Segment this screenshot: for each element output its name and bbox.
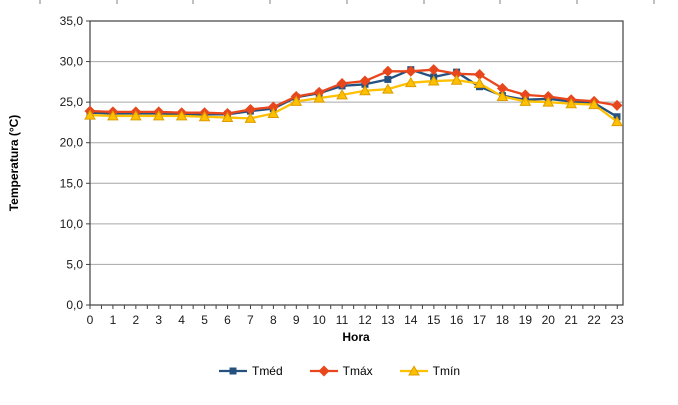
data-point-marker bbox=[267, 101, 279, 113]
x-tick-label: 10 bbox=[312, 313, 326, 327]
series-tmax bbox=[84, 64, 623, 120]
legend-item-tmax: Tmáx bbox=[309, 364, 373, 378]
data-point-marker bbox=[611, 99, 623, 111]
series-tmin bbox=[84, 74, 623, 127]
y-tick-label: 0,0 bbox=[66, 298, 83, 312]
data-point-marker bbox=[198, 110, 211, 122]
x-tick-label: 23 bbox=[610, 313, 624, 327]
data-point-marker bbox=[359, 75, 371, 87]
legend-marker bbox=[407, 365, 420, 376]
plot-area-border bbox=[89, 20, 624, 306]
data-point-marker bbox=[175, 110, 188, 121]
x-tick-label: 12 bbox=[358, 313, 372, 327]
data-point-marker bbox=[244, 112, 257, 123]
x-tick-label: 17 bbox=[473, 313, 487, 327]
data-point-marker bbox=[473, 77, 486, 88]
x-tick-label: 22 bbox=[587, 313, 601, 327]
x-tick-label: 8 bbox=[270, 313, 277, 327]
y-tick-label: 20,0 bbox=[60, 136, 84, 150]
x-tick-label: 18 bbox=[496, 313, 510, 327]
legend-item-tmin: Tmín bbox=[399, 364, 460, 378]
data-point-marker bbox=[519, 89, 531, 101]
plot-border bbox=[89, 20, 624, 306]
legend-marker-square-icon bbox=[218, 367, 247, 375]
legend-marker-diamond-icon bbox=[309, 365, 338, 377]
legend-marker-triangle-icon bbox=[399, 365, 428, 376]
x-tick-label: 0 bbox=[87, 313, 94, 327]
x-tick-label: 15 bbox=[427, 313, 441, 327]
x-tick-label: 3 bbox=[155, 313, 162, 327]
data-point-marker bbox=[267, 107, 280, 119]
axis-ticks bbox=[86, 20, 618, 309]
data-point-marker bbox=[313, 92, 325, 103]
data-point-marker bbox=[588, 98, 600, 110]
data-point-marker bbox=[427, 75, 440, 86]
y-tick-label: 25,0 bbox=[60, 95, 84, 109]
data-point-marker bbox=[244, 103, 256, 115]
x-tick-label: 2 bbox=[132, 313, 139, 327]
y-tick-label: 35,0 bbox=[60, 14, 84, 28]
data-point-marker bbox=[152, 110, 165, 121]
data-point-marker bbox=[382, 65, 394, 77]
x-tick-label: 4 bbox=[178, 313, 185, 327]
data-point-marker bbox=[611, 115, 623, 127]
data-point-marker bbox=[384, 75, 392, 83]
y-axis-title: Temperatura (°C) bbox=[7, 115, 21, 212]
data-point-marker bbox=[496, 90, 509, 101]
legend-label: Tméd bbox=[251, 364, 283, 378]
x-tick-label: 16 bbox=[450, 313, 464, 327]
chart-legend: Tméd Tmáx Tmín bbox=[0, 360, 678, 382]
x-tick-label: 19 bbox=[519, 313, 533, 327]
y-axis-tick-labels: 0,0 5,0 10,0 15,0 20,0 25,0 30,0 35,0 bbox=[60, 14, 84, 312]
top-ruler-ticks bbox=[39, 0, 655, 4]
data-point-marker bbox=[519, 95, 532, 106]
data-point-marker bbox=[290, 95, 303, 106]
y-tick-label: 10,0 bbox=[60, 217, 84, 231]
data-point-marker bbox=[221, 111, 234, 123]
x-tick-label: 20 bbox=[542, 313, 556, 327]
data-point-marker bbox=[450, 74, 463, 85]
x-tick-label: 7 bbox=[247, 313, 254, 327]
data-point-marker bbox=[359, 84, 371, 96]
legend-marker bbox=[318, 365, 330, 377]
x-tick-label: 9 bbox=[293, 313, 300, 327]
data-point-marker bbox=[428, 64, 440, 76]
data-point-marker bbox=[451, 68, 463, 80]
x-tick-label: 21 bbox=[564, 313, 578, 327]
x-axis-title: Hora bbox=[342, 330, 370, 344]
legend-marker bbox=[229, 367, 237, 375]
data-point-marker bbox=[382, 83, 394, 94]
series-line bbox=[88, 68, 619, 115]
data-point-marker bbox=[542, 96, 555, 107]
data-point-marker bbox=[107, 110, 119, 121]
data-series bbox=[84, 64, 623, 127]
x-axis-tick-labels: 0 1 2 3 4 5 6 7 8 9 10 11 12 13 14 15 16 17 18 19 20 21 22 23 bbox=[87, 313, 624, 327]
x-tick-label: 13 bbox=[381, 313, 395, 327]
data-point-marker bbox=[496, 82, 508, 94]
data-point-marker bbox=[84, 109, 96, 120]
x-tick-label: 14 bbox=[404, 313, 418, 327]
x-tick-label: 6 bbox=[224, 313, 231, 327]
legend-label: Tmín bbox=[432, 364, 461, 378]
data-point-marker bbox=[336, 77, 348, 89]
y-tick-label: 15,0 bbox=[60, 176, 84, 190]
legend-label: Tmáx bbox=[342, 364, 373, 378]
x-tick-label: 1 bbox=[110, 313, 117, 327]
series-line bbox=[88, 79, 619, 123]
y-tick-label: 30,0 bbox=[60, 55, 84, 69]
data-point-marker bbox=[336, 89, 348, 100]
data-point-marker bbox=[565, 97, 578, 109]
y-tick-label: 5,0 bbox=[66, 257, 83, 271]
data-point-marker bbox=[474, 69, 486, 81]
x-tick-label: 5 bbox=[201, 313, 208, 327]
legend-item-tmed: Tméd bbox=[218, 364, 283, 378]
data-point-marker bbox=[405, 65, 417, 77]
data-point-marker bbox=[404, 76, 417, 88]
x-tick-label: 11 bbox=[336, 313, 349, 327]
data-point-marker bbox=[129, 110, 142, 121]
